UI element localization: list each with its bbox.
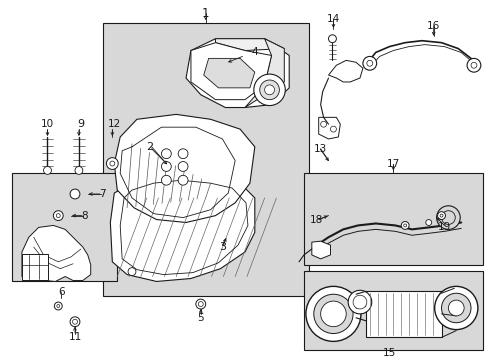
Circle shape [128, 268, 136, 275]
Circle shape [253, 74, 285, 105]
Circle shape [70, 189, 80, 199]
Text: 13: 13 [313, 144, 326, 154]
Circle shape [75, 166, 82, 174]
Text: 14: 14 [326, 14, 339, 24]
Circle shape [43, 166, 51, 174]
Bar [304, 271, 482, 350]
Text: 9: 9 [77, 119, 84, 129]
Bar [22, 254, 48, 280]
Text: 10: 10 [41, 119, 54, 129]
Circle shape [53, 211, 63, 221]
Circle shape [213, 61, 223, 71]
Polygon shape [215, 39, 284, 50]
Text: 2: 2 [146, 142, 153, 152]
Text: 11: 11 [68, 333, 81, 342]
Circle shape [434, 286, 477, 330]
Circle shape [436, 206, 459, 229]
Polygon shape [318, 117, 340, 139]
Circle shape [466, 58, 480, 72]
Polygon shape [185, 39, 288, 108]
Circle shape [441, 211, 454, 224]
Circle shape [70, 317, 80, 327]
Bar [102, 23, 308, 296]
Circle shape [161, 149, 171, 159]
Circle shape [72, 319, 77, 324]
Circle shape [178, 175, 187, 185]
Circle shape [403, 224, 406, 227]
Text: 7: 7 [99, 189, 105, 199]
Circle shape [110, 161, 115, 166]
Circle shape [161, 175, 171, 185]
Text: 4: 4 [251, 48, 258, 58]
Polygon shape [22, 225, 91, 282]
Circle shape [196, 299, 205, 309]
Circle shape [366, 60, 372, 66]
Circle shape [320, 301, 346, 327]
Text: 5: 5 [197, 313, 203, 323]
Circle shape [198, 302, 203, 306]
Polygon shape [203, 58, 254, 88]
Circle shape [441, 293, 470, 323]
Text: 16: 16 [426, 21, 439, 31]
Circle shape [425, 220, 431, 225]
Circle shape [437, 212, 445, 220]
Circle shape [264, 85, 274, 95]
Circle shape [56, 213, 60, 217]
Circle shape [330, 126, 336, 132]
Circle shape [178, 149, 187, 159]
Polygon shape [311, 241, 330, 259]
Bar [304, 174, 482, 265]
Text: 1: 1 [202, 7, 209, 20]
Circle shape [328, 35, 336, 43]
Polygon shape [328, 60, 362, 82]
Polygon shape [114, 114, 254, 222]
Circle shape [259, 80, 279, 100]
Text: 6: 6 [58, 287, 64, 297]
Circle shape [362, 57, 376, 70]
Circle shape [352, 295, 366, 309]
Circle shape [54, 302, 62, 310]
Circle shape [161, 162, 171, 171]
Circle shape [305, 286, 360, 341]
Text: 8: 8 [81, 211, 88, 221]
Text: 12: 12 [107, 119, 121, 129]
Text: 19: 19 [437, 222, 450, 233]
Circle shape [401, 221, 408, 229]
Circle shape [347, 290, 371, 314]
Circle shape [313, 294, 352, 333]
Circle shape [439, 214, 442, 217]
Text: 17: 17 [386, 158, 399, 168]
Polygon shape [110, 174, 254, 282]
Polygon shape [365, 291, 441, 337]
Text: 3: 3 [219, 242, 225, 252]
Circle shape [106, 158, 118, 170]
Text: 15: 15 [382, 348, 395, 358]
Circle shape [320, 121, 326, 127]
Bar [12, 174, 117, 282]
Polygon shape [190, 43, 271, 100]
Circle shape [447, 300, 463, 316]
Polygon shape [244, 39, 284, 108]
Circle shape [470, 62, 476, 68]
Text: 18: 18 [309, 215, 323, 225]
Circle shape [178, 162, 187, 171]
Circle shape [57, 305, 60, 307]
